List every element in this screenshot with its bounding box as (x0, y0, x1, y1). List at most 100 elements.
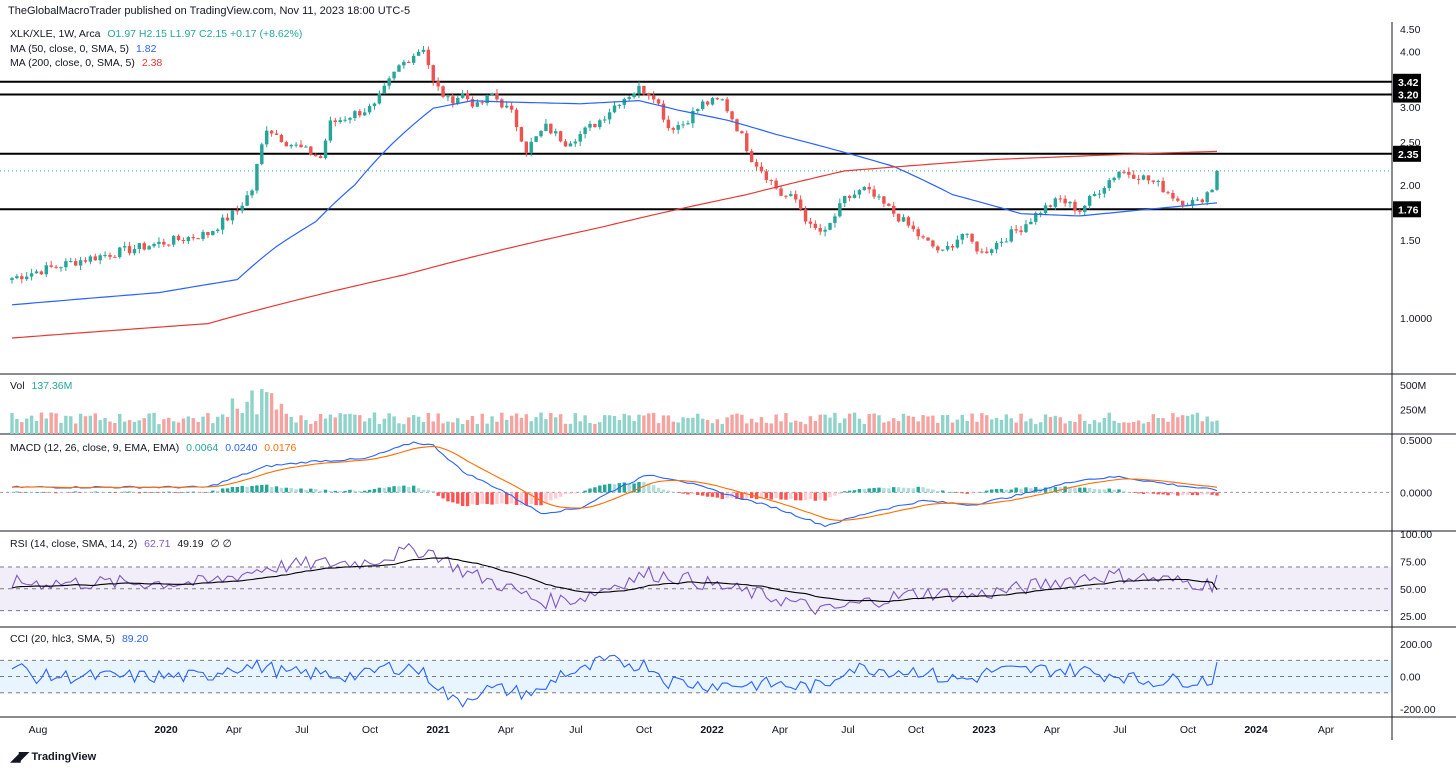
candle-body (1146, 175, 1151, 181)
volume-bar (255, 414, 259, 434)
candle-body (588, 123, 592, 128)
level-label: 3.20 (1398, 90, 1419, 102)
macd-hist-bar (769, 492, 773, 500)
volume-bar (563, 423, 568, 434)
volume-bar (367, 418, 372, 434)
macd-hist-bar (294, 489, 298, 493)
ma50-value: 1.82 (135, 43, 157, 55)
volume-bar (313, 421, 318, 434)
macd-hist-bar (681, 492, 685, 494)
volume-bar (872, 413, 876, 434)
volume-bar (999, 419, 1004, 434)
macd-signal-value: 0.0176 (264, 442, 297, 454)
time-axis-label: 2022 (700, 724, 724, 736)
candle-body (426, 49, 431, 66)
candle-body (358, 111, 362, 116)
macd-hist-bar (999, 488, 1004, 493)
volume-bar (975, 421, 979, 434)
vol-legend: Vol 137.36M (10, 380, 72, 392)
macd-hist-bar (64, 492, 68, 493)
volume-bar (676, 422, 680, 434)
candle-body (1092, 193, 1097, 196)
volume-bar (318, 413, 323, 434)
volume-bar (808, 416, 813, 434)
macd-hist-bar (255, 485, 259, 493)
volume-bar (583, 415, 587, 434)
macd-hist-bar (284, 487, 289, 493)
macd-hist-bar (989, 489, 994, 493)
candle-body (348, 117, 352, 120)
macd-hist-bar (220, 488, 225, 493)
volume-bar (456, 418, 460, 434)
macd-hist-bar (852, 490, 857, 493)
rsi-legend: RSI (14, close, SMA, 14, 2) 62.71 49.19 … (10, 538, 232, 550)
candle-body (1171, 193, 1175, 199)
candle-body (945, 246, 950, 250)
candle-body (93, 256, 97, 261)
macd-hist-bar (78, 492, 83, 493)
candle-body (838, 203, 842, 217)
candle-body (1176, 198, 1180, 201)
tradingview-brand[interactable]: ◢◤ TradingView (10, 748, 96, 765)
macd-hist-bar (651, 485, 656, 493)
volume-bar (598, 422, 602, 434)
candle-body (245, 195, 249, 206)
macd-hist-bar (798, 492, 803, 501)
macd-hist-bar (1166, 492, 1170, 496)
candle-body (764, 171, 769, 180)
volume-bar (245, 401, 249, 434)
macd-hist-bar (1171, 492, 1175, 495)
volume-bar (176, 422, 181, 434)
candle-body (554, 131, 558, 134)
candle-body (549, 123, 553, 134)
candle-body (539, 131, 543, 137)
candle-body (362, 112, 367, 116)
volume-bar (891, 418, 896, 434)
time-axis-label: Jul (295, 724, 308, 736)
macd-line (11, 441, 1218, 528)
macd-hist-bar (304, 489, 308, 493)
ma50-legend: MA (50, close, 0, SMA, 5) 1.82 (10, 43, 156, 55)
candle-body (309, 146, 313, 155)
volume-bar (960, 414, 964, 434)
macd-hist-bar (475, 492, 480, 505)
volume-bar (1132, 421, 1136, 434)
volume-bar (666, 415, 671, 434)
volume-bar (642, 415, 646, 434)
macd-hist-bar (891, 487, 896, 493)
volume-bar (735, 413, 739, 434)
volume-bar (1019, 413, 1023, 434)
macd-hist-bar (196, 492, 200, 493)
candle-body (338, 120, 342, 123)
volume-bar (857, 418, 862, 434)
candle-body (470, 99, 475, 107)
candle-body (749, 151, 754, 163)
macd-hist-bar (54, 492, 58, 494)
macd-hist-bar (1132, 492, 1136, 493)
rsi-tick-label: 100.00 (1400, 529, 1432, 541)
ma200-label: MA (200, close, 0, SMA, 5) (10, 57, 135, 69)
candle-body (255, 163, 259, 191)
macd-hist-bar (896, 487, 901, 493)
macd-hist-bar (1053, 486, 1058, 493)
macd-hist-bar (862, 489, 867, 493)
level-badge (1393, 86, 1421, 103)
volume-bar (514, 413, 519, 434)
volume-bar (157, 424, 161, 434)
candle-body (936, 246, 940, 251)
candle-body (847, 196, 852, 198)
candle-body (612, 105, 617, 113)
macd-hist-bar (529, 492, 533, 505)
macd-hist-bar (362, 490, 367, 493)
macd-hist-bar (994, 488, 999, 493)
volume-bar (852, 412, 857, 434)
volume-bar (1029, 418, 1033, 434)
candle-body (833, 216, 837, 223)
volume-bar (10, 412, 14, 434)
macd-hist-bar (392, 486, 396, 493)
candle-body (54, 266, 58, 268)
candle-body (1048, 205, 1053, 207)
candle-body (387, 78, 391, 86)
volume-bar (421, 421, 426, 434)
